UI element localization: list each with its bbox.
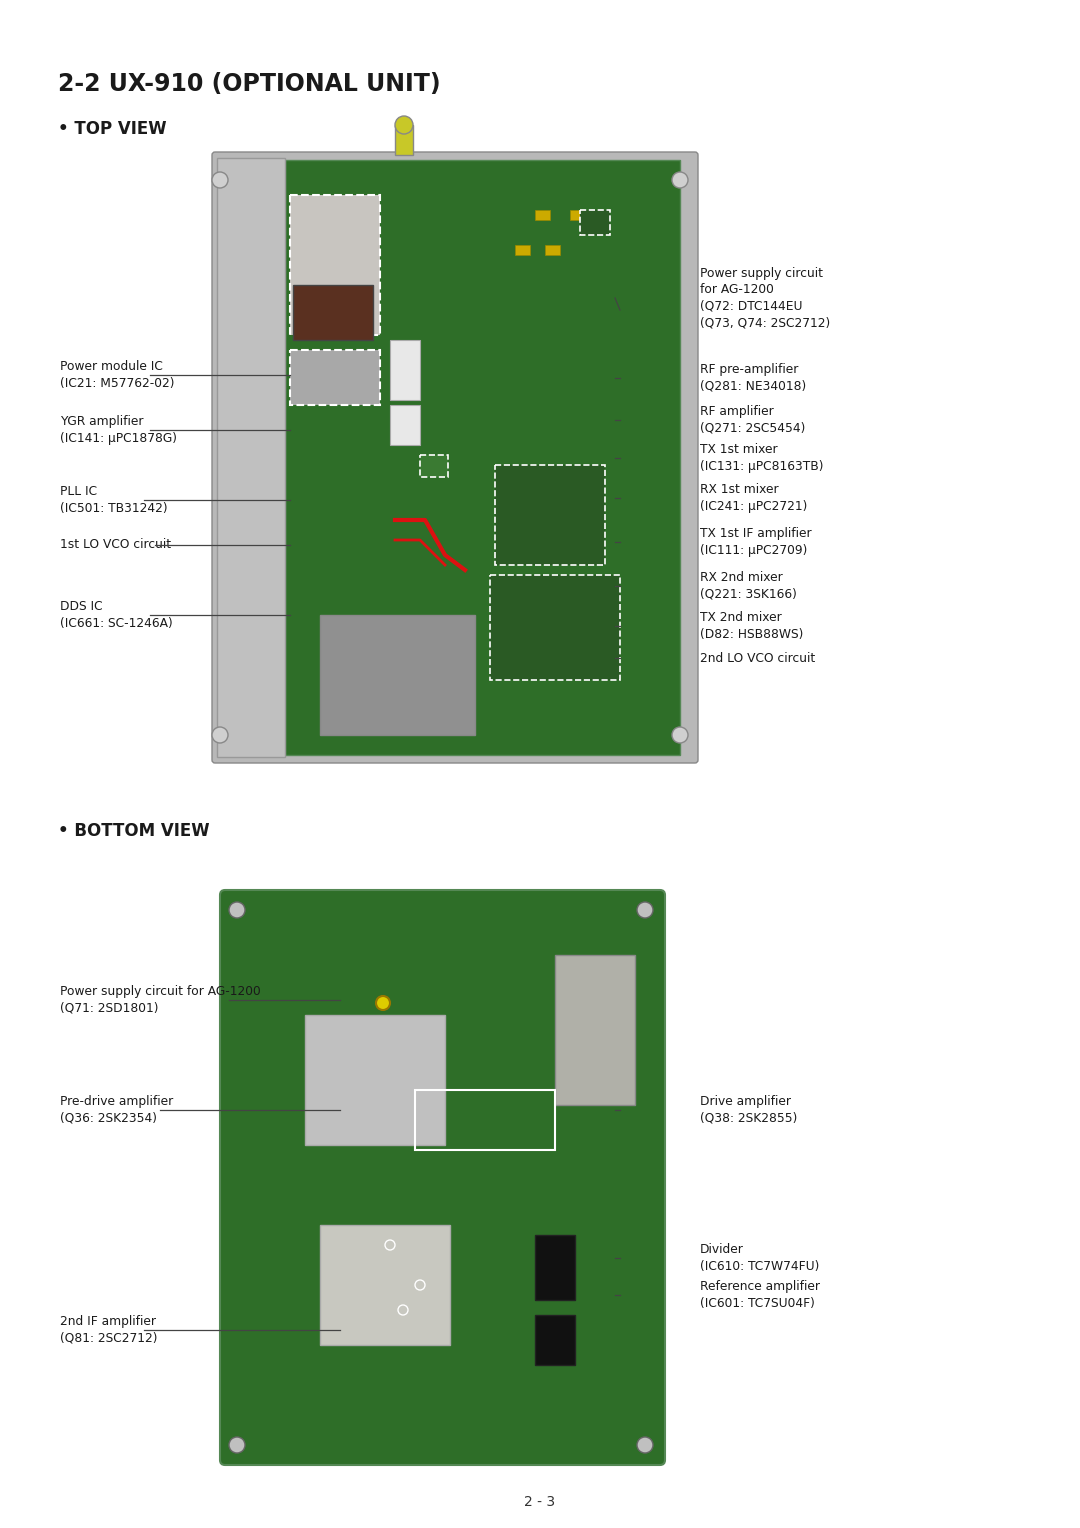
Bar xyxy=(291,196,380,335)
Text: RX 2nd mixer
(Q221: 3SK166): RX 2nd mixer (Q221: 3SK166) xyxy=(700,571,797,601)
Bar xyxy=(305,1015,445,1144)
Text: Power supply circuit for AG-1200
(Q71: 2SD1801): Power supply circuit for AG-1200 (Q71: 2… xyxy=(60,986,260,1015)
Bar xyxy=(293,286,373,341)
Circle shape xyxy=(376,996,390,1010)
Text: Power module IC
(IC21: M57762-02): Power module IC (IC21: M57762-02) xyxy=(60,361,175,390)
Text: TX 2nd mixer
(D82: HSB88WS): TX 2nd mixer (D82: HSB88WS) xyxy=(700,611,804,640)
Text: 1st LO VCO circuit: 1st LO VCO circuit xyxy=(60,538,171,552)
Text: 2-2 UX-910 (OPTIONAL UNIT): 2-2 UX-910 (OPTIONAL UNIT) xyxy=(58,72,441,96)
Bar xyxy=(535,1235,575,1300)
Bar xyxy=(545,244,561,255)
Text: TX 1st IF amplifier
(IC111: μPC2709): TX 1st IF amplifier (IC111: μPC2709) xyxy=(700,527,812,556)
Circle shape xyxy=(212,173,228,188)
Circle shape xyxy=(672,727,688,743)
Circle shape xyxy=(212,727,228,743)
Text: Drive amplifier
(Q38: 2SK2855): Drive amplifier (Q38: 2SK2855) xyxy=(700,1096,797,1125)
Bar xyxy=(495,465,605,565)
Text: Reference amplifier
(IC601: TC7SU04F): Reference amplifier (IC601: TC7SU04F) xyxy=(700,1280,820,1309)
Text: Pre-drive amplifier
(Q36: 2SK2354): Pre-drive amplifier (Q36: 2SK2354) xyxy=(60,1096,173,1125)
Text: RF pre-amplifier
(Q281: NE34018): RF pre-amplifier (Q281: NE34018) xyxy=(700,364,807,393)
Text: 2nd IF amplifier
(Q81: 2SC2712): 2nd IF amplifier (Q81: 2SC2712) xyxy=(60,1316,158,1345)
Bar xyxy=(535,209,550,220)
FancyBboxPatch shape xyxy=(212,151,698,762)
Circle shape xyxy=(229,902,245,918)
Bar xyxy=(420,455,448,477)
Text: RF amplifier
(Q271: 2SC5454): RF amplifier (Q271: 2SC5454) xyxy=(700,405,806,435)
Text: DDS IC
(IC661: SC-1246A): DDS IC (IC661: SC-1246A) xyxy=(60,601,173,630)
Bar xyxy=(390,405,420,445)
Bar xyxy=(555,955,635,1105)
Bar xyxy=(395,125,413,154)
Text: 2 - 3: 2 - 3 xyxy=(525,1494,555,1510)
Bar xyxy=(390,341,420,400)
Circle shape xyxy=(672,173,688,188)
Bar xyxy=(320,1225,450,1345)
Bar xyxy=(535,1316,575,1365)
Circle shape xyxy=(637,1436,653,1453)
Bar xyxy=(291,350,380,405)
Text: Power supply circuit
for AG-1200
(Q72: DTC144EU
(Q73, Q74: 2SC2712): Power supply circuit for AG-1200 (Q72: D… xyxy=(700,267,831,329)
Bar xyxy=(490,575,620,680)
Circle shape xyxy=(229,1436,245,1453)
Text: PLL IC
(IC501: TB31242): PLL IC (IC501: TB31242) xyxy=(60,486,167,515)
Text: RX 1st mixer
(IC241: μPC2721): RX 1st mixer (IC241: μPC2721) xyxy=(700,483,808,513)
Text: Divider
(IC610: TC7W74FU): Divider (IC610: TC7W74FU) xyxy=(700,1244,820,1273)
Text: YGR amplifier
(IC141: μPC1878G): YGR amplifier (IC141: μPC1878G) xyxy=(60,416,177,445)
Bar xyxy=(570,209,585,220)
Bar xyxy=(320,614,475,735)
Text: TX 1st mixer
(IC131: μPC8163TB): TX 1st mixer (IC131: μPC8163TB) xyxy=(700,443,824,472)
Bar xyxy=(217,157,285,756)
Text: 2nd LO VCO circuit: 2nd LO VCO circuit xyxy=(700,651,815,665)
Bar xyxy=(415,1089,555,1151)
Text: • BOTTOM VIEW: • BOTTOM VIEW xyxy=(58,822,210,840)
Text: • TOP VIEW: • TOP VIEW xyxy=(58,121,166,138)
Bar xyxy=(580,209,610,235)
Bar xyxy=(285,160,680,755)
Bar xyxy=(515,244,530,255)
Circle shape xyxy=(637,902,653,918)
Circle shape xyxy=(395,116,413,134)
FancyBboxPatch shape xyxy=(220,889,665,1465)
